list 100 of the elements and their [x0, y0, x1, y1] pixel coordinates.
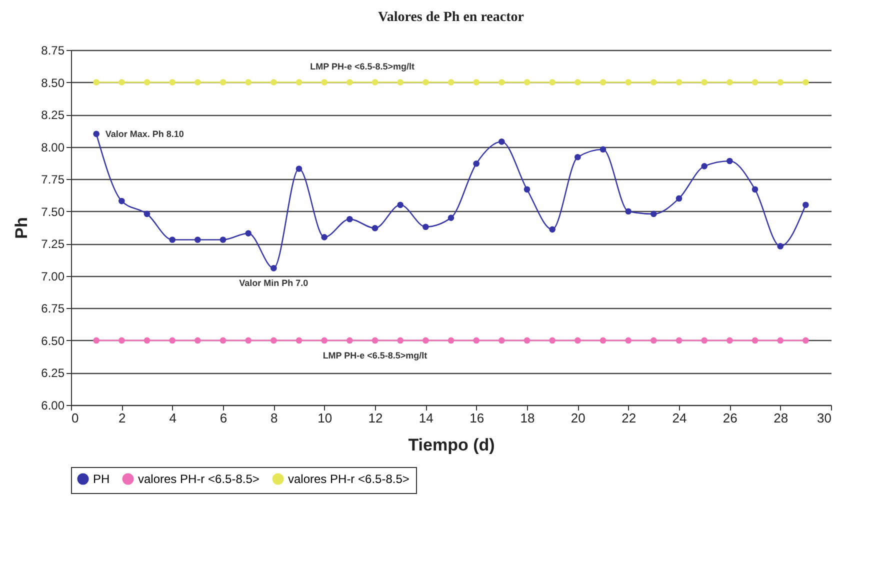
point	[194, 236, 201, 243]
x-tick-label: 8	[270, 410, 278, 426]
point	[752, 186, 758, 193]
point	[144, 210, 150, 218]
point	[270, 337, 277, 344]
y-tick-label: 8.50	[41, 76, 65, 90]
point	[144, 337, 150, 344]
legend-label: PH	[93, 472, 110, 486]
point	[296, 166, 302, 172]
point	[346, 216, 353, 222]
x-tick-label: 6	[220, 410, 228, 426]
point	[625, 337, 632, 344]
point	[473, 160, 480, 167]
x-tick-label: 0	[72, 410, 79, 426]
point	[701, 337, 708, 344]
annotation: LMP PH-e <6.5-8.5>mg/lt	[310, 61, 415, 72]
point	[397, 79, 404, 86]
point	[802, 79, 809, 86]
point	[524, 79, 530, 86]
point	[422, 337, 429, 344]
point	[524, 337, 530, 344]
point	[118, 79, 125, 86]
point	[346, 79, 353, 86]
point	[549, 79, 556, 86]
point	[650, 210, 657, 218]
point	[498, 337, 505, 344]
point	[220, 236, 226, 243]
y-tick-label: 7.25	[41, 237, 65, 252]
point	[118, 198, 125, 204]
x-tick-label: 2	[118, 410, 126, 426]
y-tick-label: 6.00	[41, 398, 65, 412]
point	[296, 337, 302, 344]
point	[498, 79, 505, 86]
point	[169, 236, 176, 243]
point	[321, 337, 328, 344]
point	[600, 146, 606, 153]
point	[524, 186, 530, 193]
point	[549, 226, 556, 233]
legend-label: valores PH-r <6.5-8.5>	[288, 472, 410, 486]
point	[802, 337, 809, 344]
legend-label: valores PH-r <6.5-8.5>	[138, 472, 260, 486]
point	[777, 337, 784, 344]
point	[777, 79, 784, 86]
point	[270, 79, 277, 86]
point	[169, 79, 176, 86]
point	[650, 79, 657, 86]
y-tick-label: 6.75	[41, 302, 65, 316]
point	[448, 214, 454, 221]
point	[194, 337, 201, 344]
x-tick-label: 12	[368, 410, 383, 426]
y-tick-label: 6.50	[41, 334, 65, 348]
y-tick-label: 7.50	[41, 204, 65, 219]
point	[498, 138, 505, 145]
point	[93, 79, 100, 86]
point	[676, 79, 682, 86]
point	[752, 337, 758, 344]
x-tick-label: 14	[418, 410, 434, 426]
point	[93, 130, 100, 138]
point	[422, 224, 429, 230]
point	[600, 79, 606, 86]
point	[726, 337, 733, 344]
point	[372, 79, 378, 86]
point	[397, 337, 404, 344]
point	[93, 337, 100, 344]
x-axis-title: Tiempo (d)	[408, 436, 495, 454]
point	[676, 195, 682, 202]
point	[650, 337, 657, 344]
point	[676, 337, 682, 344]
point	[194, 79, 201, 86]
point	[701, 163, 708, 170]
y-axis-title: Ph	[12, 217, 32, 239]
point	[625, 79, 632, 86]
y-tick-label: 8.25	[41, 108, 65, 122]
point	[726, 158, 733, 164]
point	[296, 79, 302, 86]
point	[245, 230, 252, 236]
x-tick-label: 26	[722, 410, 738, 426]
point	[574, 337, 581, 344]
point	[726, 79, 733, 86]
point	[169, 337, 176, 344]
point	[422, 79, 429, 86]
point	[346, 337, 353, 344]
x-tick-label: 18	[520, 410, 535, 426]
annotation: Valor Max. Ph 8.10	[105, 128, 184, 139]
chart-title: Valores de Ph en reactor	[378, 10, 524, 25]
y-tick-label: 7.75	[41, 172, 65, 187]
y-tick-label: 8.00	[41, 140, 65, 154]
point	[245, 337, 252, 344]
point	[270, 265, 277, 272]
point	[372, 337, 378, 344]
point	[245, 79, 252, 86]
point	[752, 79, 758, 86]
x-tick-label: 28	[774, 410, 788, 426]
point	[118, 337, 125, 344]
point	[625, 208, 632, 215]
point	[321, 234, 328, 240]
point	[397, 202, 404, 208]
point	[549, 337, 556, 344]
point	[448, 337, 454, 344]
x-tick-label: 20	[570, 410, 586, 426]
